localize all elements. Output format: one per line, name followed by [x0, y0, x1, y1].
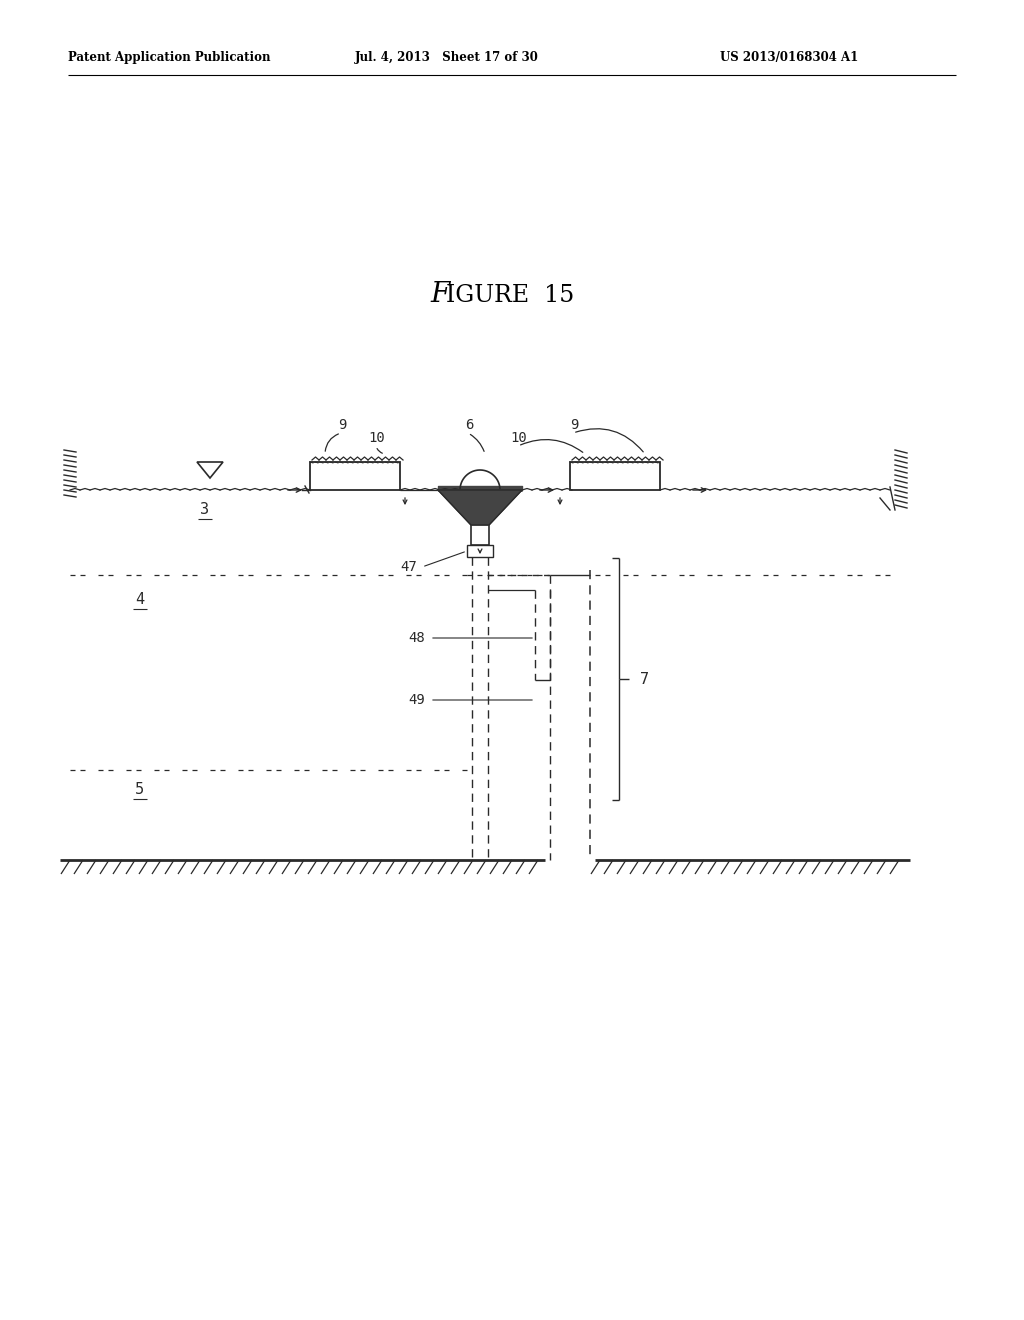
Text: Jul. 4, 2013   Sheet 17 of 30: Jul. 4, 2013 Sheet 17 of 30: [355, 51, 539, 65]
Text: 3: 3: [200, 503, 209, 517]
Text: 4: 4: [135, 593, 144, 607]
Text: US 2013/0168304 A1: US 2013/0168304 A1: [720, 51, 858, 65]
Bar: [310, 462, 400, 490]
Bar: [467, 545, 493, 557]
Text: 9: 9: [570, 418, 579, 432]
Bar: [570, 462, 660, 490]
Text: 5: 5: [135, 783, 144, 797]
Text: 47: 47: [400, 560, 417, 574]
Text: 6: 6: [465, 418, 473, 432]
Text: Patent Application Publication: Patent Application Publication: [68, 51, 270, 65]
Text: 48: 48: [408, 631, 425, 645]
Text: F: F: [430, 281, 450, 309]
Text: 49: 49: [408, 693, 425, 708]
Text: 7: 7: [640, 672, 649, 686]
Text: 10: 10: [368, 432, 385, 445]
Text: 9: 9: [338, 418, 346, 432]
Polygon shape: [438, 490, 522, 525]
Text: 10: 10: [510, 432, 526, 445]
Text: IGURE  15: IGURE 15: [446, 284, 574, 306]
